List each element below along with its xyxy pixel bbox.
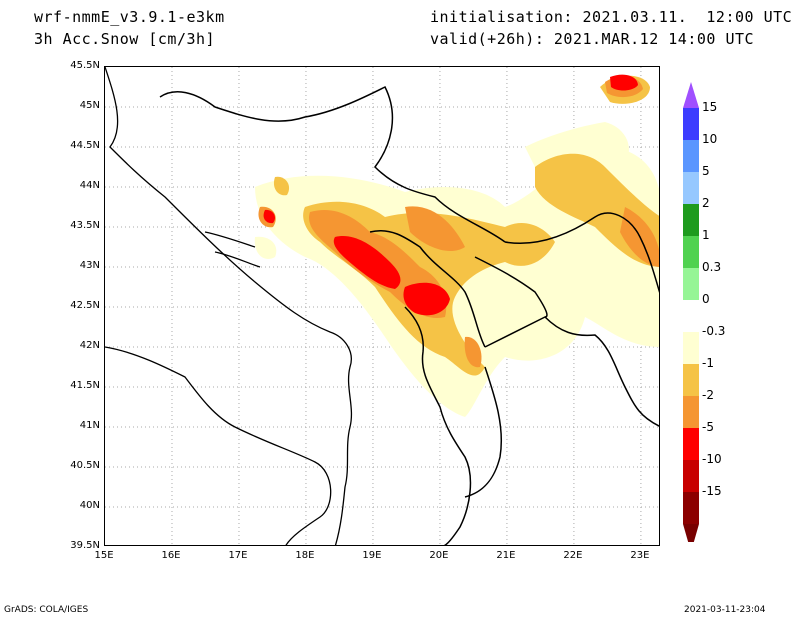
lat-tick-label: 45.5N	[70, 60, 100, 71]
colorbar-segment	[683, 268, 699, 300]
colorbar-segment	[683, 236, 699, 268]
lat-tick-label: 40.5N	[70, 460, 100, 471]
colorbar-segment	[683, 492, 699, 524]
lon-tick-label: 17E	[228, 550, 248, 561]
colorbar-segment	[683, 460, 699, 492]
lon-tick-label: 19E	[362, 550, 382, 561]
lat-tick-label: 44N	[79, 180, 100, 191]
lon-tick-label: 16E	[161, 550, 181, 561]
lat-tick-label: 41.5N	[70, 380, 100, 391]
model-title: wrf-nmmE_v3.9.1-e3km	[34, 8, 225, 26]
snow-map	[105, 67, 659, 545]
colorbar-tick-label: -10	[702, 452, 722, 466]
colorbar-tick-label: 1	[702, 228, 710, 242]
lat-tick-label: 40N	[79, 500, 100, 511]
colorbar-segment	[683, 140, 699, 172]
lon-tick-label: 20E	[429, 550, 449, 561]
colorbar-tick-label: 10	[702, 132, 718, 146]
lat-tick-label: 43.5N	[70, 220, 100, 231]
colorbar-tick-label: 5	[702, 164, 710, 178]
colorbar-tick-label: 15	[702, 100, 718, 114]
variable-title: 3h Acc.Snow [cm/3h]	[34, 30, 216, 48]
lon-tick-label: 18E	[295, 550, 315, 561]
colorbar-min-arrow	[683, 524, 699, 542]
colorbar-segment	[683, 396, 699, 428]
init-time: initialisation: 2021.03.11. 12:00 UTC	[430, 8, 793, 26]
lat-tick-label: 39.5N	[70, 540, 100, 551]
valid-time: valid(+26h): 2021.MAR.12 14:00 UTC	[430, 30, 755, 48]
colorbar-segment	[683, 172, 699, 204]
colorbar-tick-label: -15	[702, 484, 722, 498]
footer-timestamp: 2021-03-11-23:04	[684, 605, 766, 615]
colorbar-tick-label: 2	[702, 196, 710, 210]
footer-credit: GrADS: COLA/IGES	[4, 605, 89, 615]
colorbar-segment	[683, 204, 699, 236]
map-panel	[104, 66, 660, 546]
lon-tick-label: 21E	[496, 550, 516, 561]
country-borders	[159, 85, 659, 545]
colorbar-tick-label: -0.3	[702, 324, 726, 338]
colorbar-tick-label: -1	[702, 356, 714, 370]
colorbar-tick-label: -2	[702, 388, 714, 402]
lat-tick-label: 43N	[79, 260, 100, 271]
colorbar-segment	[683, 364, 699, 396]
colorbar-segment	[683, 108, 699, 140]
colorbar-max-arrow	[683, 82, 699, 108]
colorbar-segment	[683, 332, 699, 364]
lon-tick-label: 22E	[563, 550, 583, 561]
lat-tick-label: 42N	[79, 340, 100, 351]
lat-tick-label: 42.5N	[70, 300, 100, 311]
snow-field-5cm	[263, 74, 638, 316]
lat-tick-label: 41N	[79, 420, 100, 431]
lat-tick-label: 44.5N	[70, 140, 100, 151]
colorbar-tick-label: 0	[702, 292, 710, 306]
coastlines	[105, 67, 353, 545]
lat-tick-label: 45N	[79, 100, 100, 111]
colorbar-tick-label: 0.3	[702, 260, 722, 274]
colorbar-tick-label: -5	[702, 420, 714, 434]
colorbar-segment	[683, 300, 699, 332]
lon-tick-label: 23E	[630, 550, 650, 561]
colorbar-segment	[683, 428, 699, 460]
colorbar	[683, 82, 699, 542]
lon-tick-label: 15E	[94, 550, 114, 561]
